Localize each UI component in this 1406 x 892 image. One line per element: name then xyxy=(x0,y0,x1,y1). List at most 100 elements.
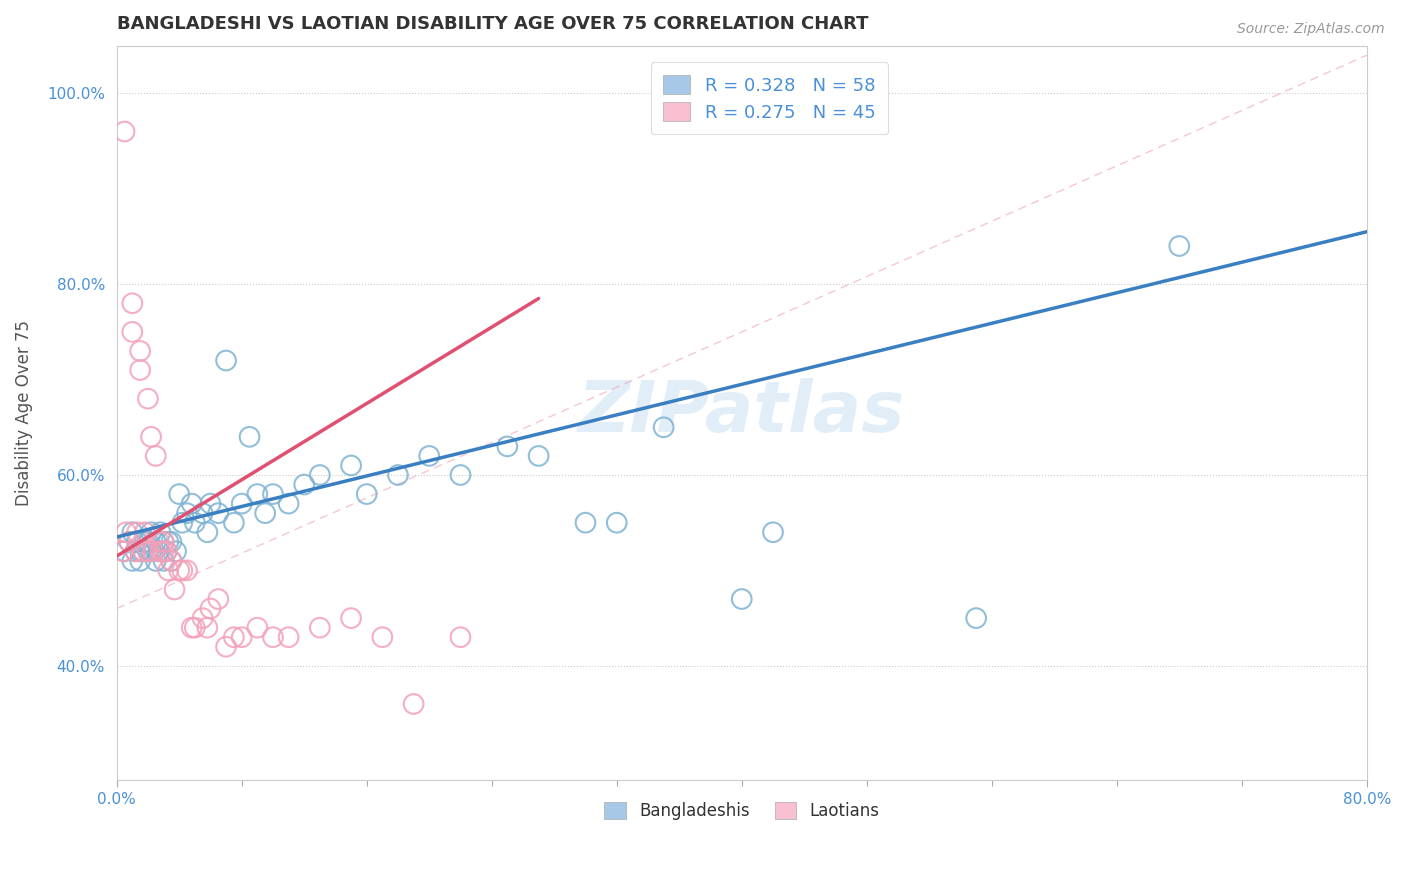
Point xyxy=(387,468,409,483)
Point xyxy=(180,497,202,511)
Point xyxy=(450,630,472,644)
Point xyxy=(129,343,152,358)
Point xyxy=(121,525,143,540)
Point xyxy=(152,554,174,568)
Point xyxy=(167,563,190,577)
Point xyxy=(156,544,179,558)
Point xyxy=(121,325,143,339)
Point xyxy=(145,534,167,549)
Point xyxy=(254,506,277,520)
Point xyxy=(157,563,180,577)
Point xyxy=(142,544,165,558)
Point xyxy=(136,544,159,558)
Point xyxy=(114,124,136,138)
Point xyxy=(148,534,170,549)
Point xyxy=(195,621,218,635)
Point xyxy=(111,544,134,558)
Point xyxy=(129,554,152,568)
Point xyxy=(246,487,269,501)
Point xyxy=(139,525,162,540)
Point xyxy=(167,487,190,501)
Point xyxy=(965,611,987,625)
Point xyxy=(246,621,269,635)
Point xyxy=(136,544,159,558)
Point xyxy=(762,525,785,540)
Point xyxy=(356,487,378,501)
Point xyxy=(308,621,330,635)
Point xyxy=(574,516,596,530)
Point xyxy=(207,592,229,607)
Point xyxy=(1168,239,1191,253)
Point xyxy=(527,449,550,463)
Point xyxy=(148,544,170,558)
Point xyxy=(238,430,260,444)
Point xyxy=(152,534,174,549)
Point xyxy=(160,554,183,568)
Point xyxy=(134,534,156,549)
Point xyxy=(152,534,174,549)
Point xyxy=(129,363,152,377)
Point xyxy=(121,296,143,310)
Point xyxy=(145,449,167,463)
Point xyxy=(160,554,183,568)
Point xyxy=(207,506,229,520)
Point xyxy=(191,611,214,625)
Point xyxy=(606,516,628,530)
Point xyxy=(371,630,394,644)
Text: BANGLADESHI VS LAOTIAN DISABILITY AGE OVER 75 CORRELATION CHART: BANGLADESHI VS LAOTIAN DISABILITY AGE OV… xyxy=(117,15,868,33)
Point xyxy=(231,630,253,644)
Point xyxy=(125,525,148,540)
Point xyxy=(115,525,138,540)
Point xyxy=(165,544,187,558)
Text: ZIPatlas: ZIPatlas xyxy=(578,378,905,448)
Point xyxy=(340,611,363,625)
Point xyxy=(180,621,202,635)
Point xyxy=(200,601,222,615)
Point xyxy=(191,506,214,520)
Point xyxy=(114,544,136,558)
Point xyxy=(139,430,162,444)
Point xyxy=(200,497,222,511)
Point xyxy=(195,525,218,540)
Point xyxy=(176,506,198,520)
Point xyxy=(124,544,146,558)
Point xyxy=(149,544,172,558)
Y-axis label: Disability Age Over 75: Disability Age Over 75 xyxy=(15,320,32,506)
Point xyxy=(215,353,238,368)
Point xyxy=(418,449,440,463)
Point xyxy=(134,525,156,540)
Point xyxy=(124,544,146,558)
Point xyxy=(132,544,155,558)
Point xyxy=(402,697,425,711)
Point xyxy=(450,468,472,483)
Point xyxy=(157,534,180,549)
Point xyxy=(496,439,519,453)
Point xyxy=(129,544,152,558)
Point xyxy=(222,516,245,530)
Point xyxy=(222,630,245,644)
Point xyxy=(277,630,299,644)
Text: Source: ZipAtlas.com: Source: ZipAtlas.com xyxy=(1237,22,1385,37)
Point xyxy=(172,516,194,530)
Point xyxy=(176,563,198,577)
Point xyxy=(652,420,675,434)
Point xyxy=(731,592,754,607)
Point xyxy=(340,458,363,473)
Point xyxy=(156,544,179,558)
Legend: Bangladeshis, Laotians: Bangladeshis, Laotians xyxy=(598,796,886,827)
Point xyxy=(125,534,148,549)
Point xyxy=(184,621,207,635)
Point xyxy=(118,534,141,549)
Point xyxy=(132,544,155,558)
Point xyxy=(118,534,141,549)
Point xyxy=(136,534,159,549)
Point xyxy=(136,392,159,406)
Point xyxy=(163,582,186,597)
Point xyxy=(160,534,183,549)
Point xyxy=(172,563,194,577)
Point xyxy=(139,544,162,558)
Point xyxy=(277,497,299,511)
Point xyxy=(215,640,238,654)
Point xyxy=(145,554,167,568)
Point xyxy=(262,487,284,501)
